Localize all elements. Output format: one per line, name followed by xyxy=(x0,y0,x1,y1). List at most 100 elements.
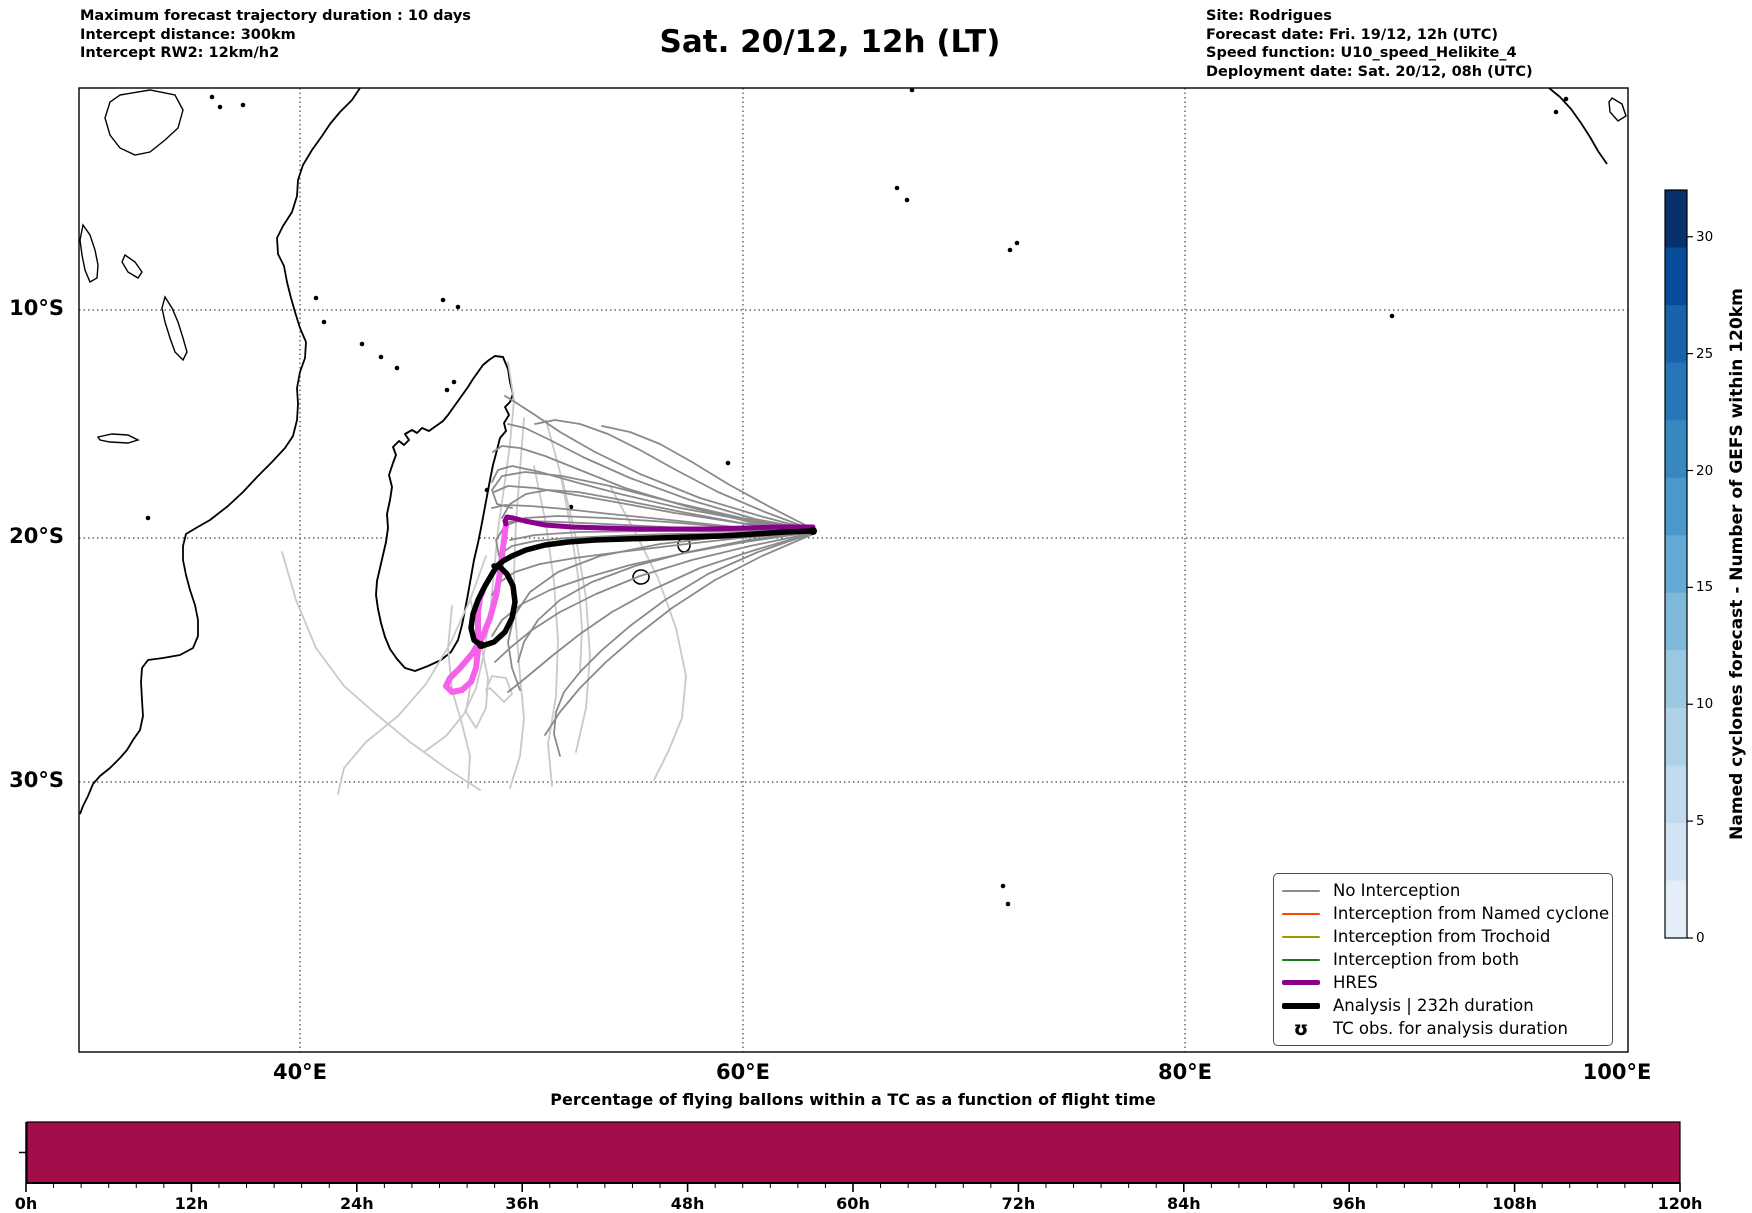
colorbar-band xyxy=(1665,592,1687,651)
legend-line-swatch xyxy=(1282,935,1320,938)
small-island-dot xyxy=(313,295,319,301)
small-island-dot xyxy=(321,319,327,325)
legend-item-hres: HRES xyxy=(1282,972,1604,993)
legend-line-swatch xyxy=(1282,889,1320,892)
bar-chart-tick-label: 24h xyxy=(339,1194,374,1213)
trajectory-older-flight xyxy=(447,605,471,789)
trajectory-no-interception xyxy=(507,423,814,531)
bar-chart-tick-label: 48h xyxy=(670,1194,705,1213)
colorbar-tick-label: 30 xyxy=(1696,228,1714,245)
small-island-dot xyxy=(440,297,446,303)
trajectory-no-interception xyxy=(504,395,814,531)
bar-chart-tick-label: 72h xyxy=(1001,1194,1036,1213)
small-island-dot xyxy=(894,185,900,191)
trajectory-no-interception xyxy=(601,425,814,530)
small-island-dot xyxy=(209,94,215,100)
trajectory-no-interception xyxy=(495,515,814,557)
small-island-dot xyxy=(1553,109,1559,115)
bar-chart-tick-label: 60h xyxy=(836,1194,870,1213)
legend-item-tc-obs-for-analysis-duration: ʊ TC obs. for analysis duration xyxy=(1282,1018,1604,1039)
small-island-dot xyxy=(455,304,461,310)
legend-item-label: Interception from Named cyclone xyxy=(1333,904,1610,923)
longitude-tick-label: 80°E xyxy=(1157,1060,1213,1084)
longitude-tick-label: 60°E xyxy=(715,1060,771,1084)
tc-percentage-bar xyxy=(26,1121,1681,1184)
tc-observation-icon: ʊ xyxy=(1293,1017,1309,1040)
reunion-island-outline xyxy=(632,569,650,585)
small-island-dot xyxy=(725,460,731,466)
colorbar-tick-label: 5 xyxy=(1696,813,1705,830)
trajectory-older-flight xyxy=(281,551,481,791)
lake-outline xyxy=(104,89,184,156)
small-island-dot xyxy=(909,87,915,93)
trajectory-no-interception xyxy=(491,465,814,530)
bar-chart-tick-label: 108h xyxy=(1492,1194,1537,1213)
colorbar-tick-label: 10 xyxy=(1696,696,1714,713)
africa-coastline xyxy=(1548,87,1608,165)
longitude-tick-label: 100°E xyxy=(1582,1060,1652,1084)
latitude-tick-label: 20°S xyxy=(9,524,64,548)
africa-coastline xyxy=(79,87,361,815)
small-island-dot xyxy=(1000,883,1006,889)
legend-item-label: Analysis | 232h duration xyxy=(1333,996,1534,1015)
small-island-dot xyxy=(359,341,365,347)
trajectory-no-interception xyxy=(507,532,814,693)
site-info-text: Site: Rodrigues Forecast date: Fri. 19/1… xyxy=(1206,8,1533,80)
madagascar-coastline xyxy=(375,355,514,672)
legend-item-label: Interception from Trochoid xyxy=(1333,927,1551,946)
page-title: Sat. 20/12, 12h (LT) xyxy=(659,24,1001,60)
legend-item-label: HRES xyxy=(1333,973,1378,992)
colorbar-band xyxy=(1665,477,1687,536)
bar-chart-tick-label: 120h xyxy=(1657,1194,1703,1213)
small-island-dot xyxy=(240,102,246,108)
colorbar-band xyxy=(1665,362,1687,421)
small-island-dot xyxy=(1007,247,1013,253)
colorbar-band xyxy=(1665,707,1687,766)
trajectory-no-interception xyxy=(491,471,814,531)
colorbar-band xyxy=(1665,247,1687,306)
analysis-endpoint xyxy=(477,641,485,649)
trajectory-no-interception xyxy=(491,531,814,596)
map-frame xyxy=(78,87,1629,1053)
small-island-dot xyxy=(1005,901,1011,907)
analysis-endpoint xyxy=(809,527,817,535)
bar-chart-tick-label: 36h xyxy=(505,1194,540,1213)
trajectory-no-interception xyxy=(517,531,814,663)
trajectory-no-interception xyxy=(494,532,814,663)
lake-outline xyxy=(121,253,143,279)
small-island-dot xyxy=(1014,240,1020,246)
small-island-dot xyxy=(451,379,457,385)
colorbar-outline xyxy=(1664,189,1688,939)
legend-line-swatch xyxy=(1282,912,1320,915)
colorbar-band xyxy=(1665,765,1687,824)
legend-item-interception-from-trochoid: Interception from Trochoid xyxy=(1282,926,1604,947)
small-island-dot xyxy=(904,197,910,203)
trajectory-no-interception xyxy=(509,530,814,541)
colorbar-tick-label: 15 xyxy=(1696,579,1714,596)
trajectory-no-interception xyxy=(507,531,814,691)
trajectory-older-flight xyxy=(485,675,513,703)
colorbar-tick-label: 0 xyxy=(1696,930,1705,946)
small-island-dot xyxy=(1563,96,1569,102)
latitude-tick-label: 30°S xyxy=(9,768,64,792)
legend-item-label: TC obs. for analysis duration xyxy=(1333,1019,1568,1038)
small-island-dot xyxy=(1389,313,1395,319)
colorbar-band xyxy=(1665,822,1687,881)
legend-item-label: Interception from both xyxy=(1333,950,1520,969)
small-island-dot xyxy=(145,515,151,521)
trajectory-analysis xyxy=(468,528,816,649)
lake-outline xyxy=(1608,97,1627,122)
colorbar-band xyxy=(1665,420,1687,479)
trajectory-no-interception xyxy=(501,489,814,531)
small-island-dot xyxy=(378,354,384,360)
colorbar-axis-label: Named cyclones forecast - Number of GEFS… xyxy=(1727,288,1747,840)
trajectory-no-interception xyxy=(553,532,814,757)
lake-outline xyxy=(96,433,140,444)
legend-line-swatch xyxy=(1282,980,1320,985)
legend-box: No Interception Interception from Named c… xyxy=(1273,873,1613,1046)
legend-item-analysis-232h-duration: Analysis | 232h duration xyxy=(1282,995,1604,1016)
colorbar-band xyxy=(1665,535,1687,594)
small-island-dot xyxy=(217,104,223,110)
